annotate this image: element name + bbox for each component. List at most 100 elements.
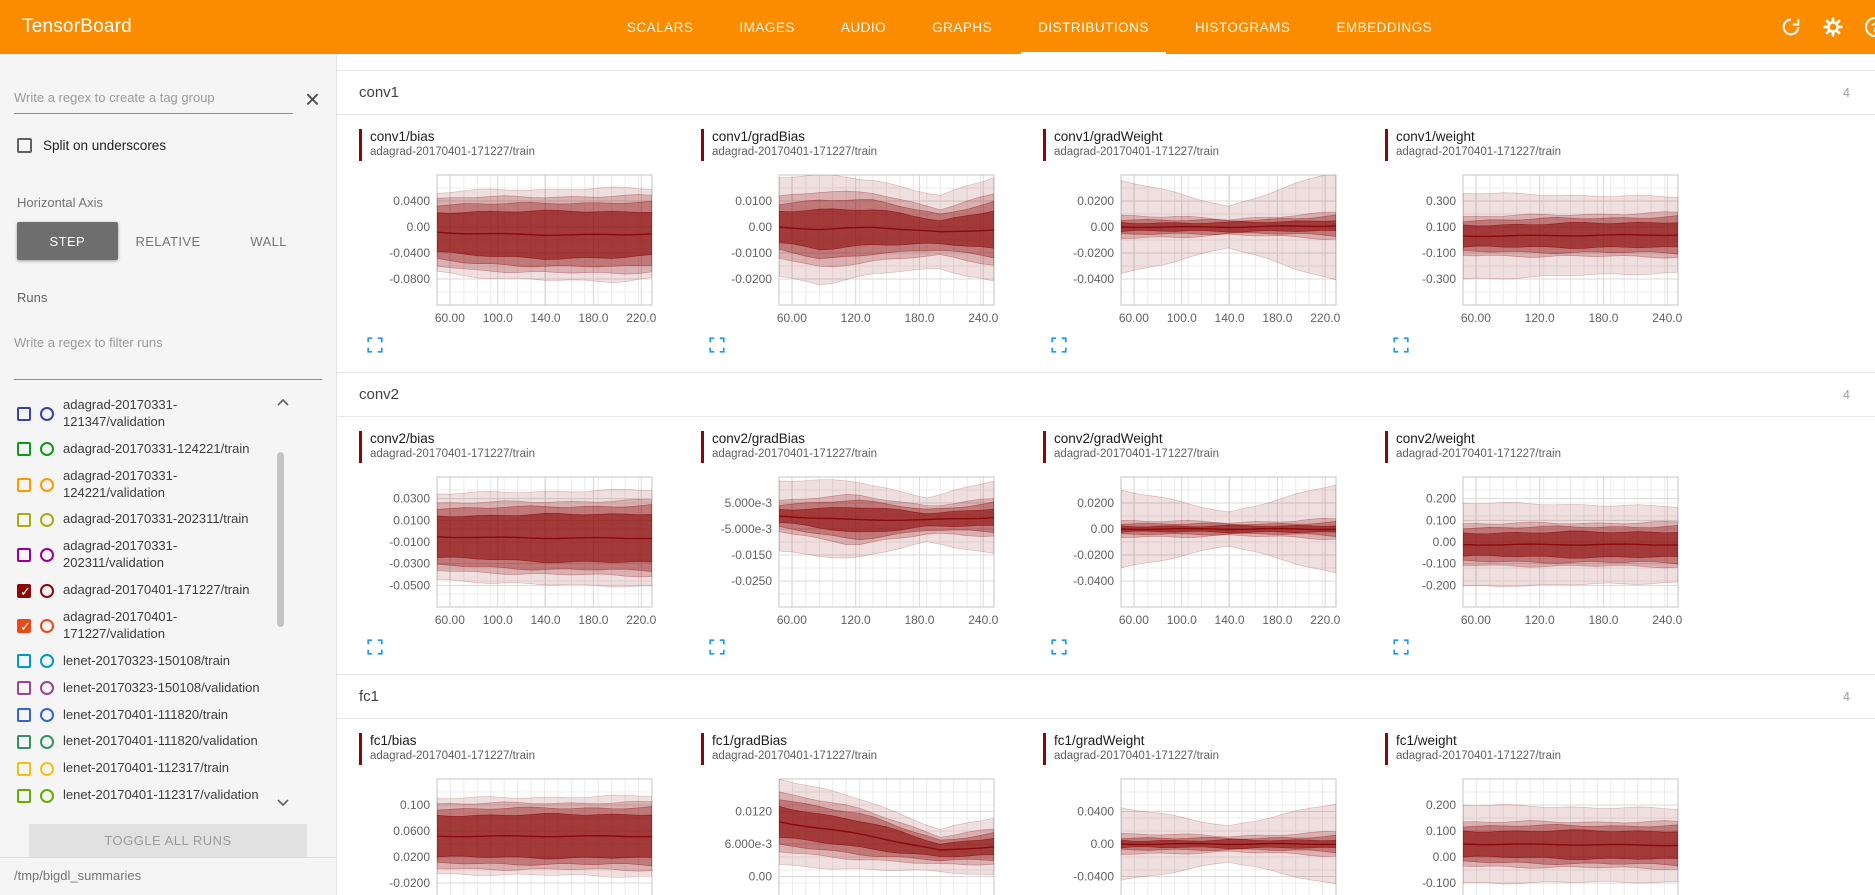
run-radio[interactable] <box>40 681 54 696</box>
run-checkbox[interactable] <box>17 583 31 600</box>
svg-text:120.0: 120.0 <box>841 311 871 325</box>
run-item[interactable]: adagrad-20170331-121347/validation <box>17 392 266 436</box>
run-item[interactable]: lenet-20170401-112317/validation <box>17 782 266 809</box>
axis-wall-button[interactable]: WALL <box>250 233 287 249</box>
runs-filter-input[interactable] <box>14 307 322 380</box>
run-checkbox[interactable] <box>17 512 31 527</box>
run-item[interactable]: lenet-20170323-150108/validation <box>17 675 266 702</box>
run-checkbox[interactable] <box>17 477 31 492</box>
tab-embeddings[interactable]: EMBEDDINGS <box>1336 19 1433 35</box>
run-checkbox[interactable] <box>17 788 31 803</box>
run-item[interactable]: adagrad-20170331-202311/validation <box>17 533 266 577</box>
tab-histograms[interactable]: HISTOGRAMS <box>1194 19 1291 35</box>
run-radio[interactable] <box>40 654 54 669</box>
svg-text:0.200: 0.200 <box>1426 492 1456 506</box>
expand-chart-button[interactable] <box>1393 337 1411 355</box>
chart-card: conv1/weight adagrad-20170401-171227/tra… <box>1385 129 1719 355</box>
run-radio[interactable] <box>40 442 54 457</box>
expand-chart-button[interactable] <box>367 337 385 355</box>
chart-card: fc1/weight adagrad-20170401-171227/train… <box>1385 733 1719 895</box>
svg-text:0.0400: 0.0400 <box>1077 805 1114 819</box>
expand-chart-button[interactable] <box>709 639 727 657</box>
split-on-underscores-option[interactable]: Split on underscores <box>17 138 322 153</box>
tab-graphs[interactable]: GRAPHS <box>932 19 993 35</box>
svg-text:180.0: 180.0 <box>578 311 608 325</box>
run-checkbox[interactable] <box>17 442 31 457</box>
run-radio[interactable] <box>40 477 54 492</box>
run-color-bar <box>1043 733 1046 765</box>
run-item[interactable]: adagrad-20170401-171227/validation <box>17 604 266 648</box>
distribution-chart: 0.0300 0.0100 -0.0100 -0.0300 -0.0500 60.00 10… <box>389 476 657 627</box>
expand-chart-button[interactable] <box>1393 639 1411 657</box>
run-item[interactable]: lenet-20170323-150108/train <box>17 648 266 675</box>
run-radio[interactable] <box>40 583 54 598</box>
section-header-conv2[interactable]: conv2 4 <box>337 373 1875 417</box>
dashboard: conv1 4 conv1/bias adagrad-20170401-1712… <box>337 54 1875 895</box>
run-item[interactable]: lenet-20170401-111820/train <box>17 702 266 729</box>
run-radio[interactable] <box>40 548 54 563</box>
chart-title: fc1/gradBias <box>712 733 788 748</box>
chart-card: conv2/weight adagrad-20170401-171227/tra… <box>1385 431 1719 657</box>
refresh-icon[interactable] <box>1779 15 1803 39</box>
svg-text:-0.0500: -0.0500 <box>389 578 430 592</box>
svg-text:180.0: 180.0 <box>904 311 934 325</box>
expand-chart-button[interactable] <box>709 337 727 355</box>
run-checkbox[interactable] <box>17 734 31 749</box>
run-checkbox[interactable] <box>17 681 31 696</box>
svg-text:-0.0250: -0.0250 <box>731 574 772 588</box>
run-label: lenet-20170323-150108/validation <box>63 679 260 695</box>
tab-distributions[interactable]: DISTRIBUTIONS <box>1015 0 1172 54</box>
chart-run-name: adagrad-20170401-171227/train <box>370 146 535 158</box>
tab-images[interactable]: IMAGES <box>739 19 795 35</box>
log-directory-path: /tmp/bigdl_summaries <box>0 857 336 895</box>
run-item[interactable]: adagrad-20170331-124221/train <box>17 436 266 463</box>
chart-card: conv2/bias adagrad-20170401-171227/train… <box>359 431 693 657</box>
settings-gear-icon[interactable] <box>1821 15 1845 39</box>
svg-text:-0.0300: -0.0300 <box>389 557 430 571</box>
expand-chart-button[interactable] <box>367 639 385 657</box>
svg-text:0.00: 0.00 <box>749 220 773 234</box>
scroll-down-icon[interactable] <box>276 794 292 807</box>
run-item[interactable]: lenet-20170401-112317/train <box>17 755 266 782</box>
run-item[interactable]: adagrad-20170331-124221/validation <box>17 463 266 507</box>
chart-run-name: adagrad-20170401-171227/train <box>370 448 535 460</box>
section-header-fc1[interactable]: fc1 4 <box>337 675 1875 719</box>
tab-scalars[interactable]: SCALARS <box>626 19 694 35</box>
section-header-conv1[interactable]: conv1 4 <box>337 71 1875 115</box>
runs-scrollbar[interactable] <box>277 452 284 627</box>
run-label: lenet-20170401-112317/validation <box>63 787 259 803</box>
split-checkbox[interactable] <box>17 138 32 153</box>
run-item[interactable]: lenet-20170401-111820/validation <box>17 728 266 755</box>
run-checkbox[interactable] <box>17 761 31 776</box>
run-item[interactable]: adagrad-20170331-202311/train <box>17 506 266 533</box>
run-item[interactable]: adagrad-20170401-171227/train <box>17 577 266 604</box>
svg-text:240.0: 240.0 <box>968 311 998 325</box>
axis-relative-button[interactable]: RELATIVE <box>135 233 201 249</box>
tag-group-regex-input[interactable] <box>14 84 293 114</box>
scroll-up-icon[interactable] <box>276 394 292 406</box>
run-color-bar <box>359 129 362 161</box>
run-radio[interactable] <box>40 708 54 723</box>
run-checkbox[interactable] <box>17 406 31 421</box>
svg-text:220.0: 220.0 <box>626 613 656 627</box>
run-radio[interactable] <box>40 406 54 421</box>
run-checkbox[interactable] <box>17 654 31 669</box>
expand-chart-button[interactable] <box>1051 639 1069 657</box>
run-radio[interactable] <box>40 618 54 633</box>
tab-audio[interactable]: AUDIO <box>840 19 887 35</box>
axis-step-button[interactable]: STEP <box>17 222 118 260</box>
help-icon[interactable]: ? <box>1863 15 1875 39</box>
run-checkbox[interactable] <box>17 618 31 635</box>
close-icon[interactable]: × <box>304 84 320 114</box>
run-color-bar <box>1043 129 1046 161</box>
run-checkbox[interactable] <box>17 708 31 723</box>
toggle-all-runs-button[interactable]: TOGGLE ALL RUNS <box>29 824 307 857</box>
svg-text:60.00: 60.00 <box>1461 311 1491 325</box>
run-radio[interactable] <box>40 761 54 776</box>
expand-chart-button[interactable] <box>1051 337 1069 355</box>
chart-run-name: adagrad-20170401-171227/train <box>1396 448 1561 460</box>
run-checkbox[interactable] <box>17 548 31 563</box>
run-radio[interactable] <box>40 512 54 527</box>
run-radio[interactable] <box>40 788 54 803</box>
run-radio[interactable] <box>40 734 54 749</box>
